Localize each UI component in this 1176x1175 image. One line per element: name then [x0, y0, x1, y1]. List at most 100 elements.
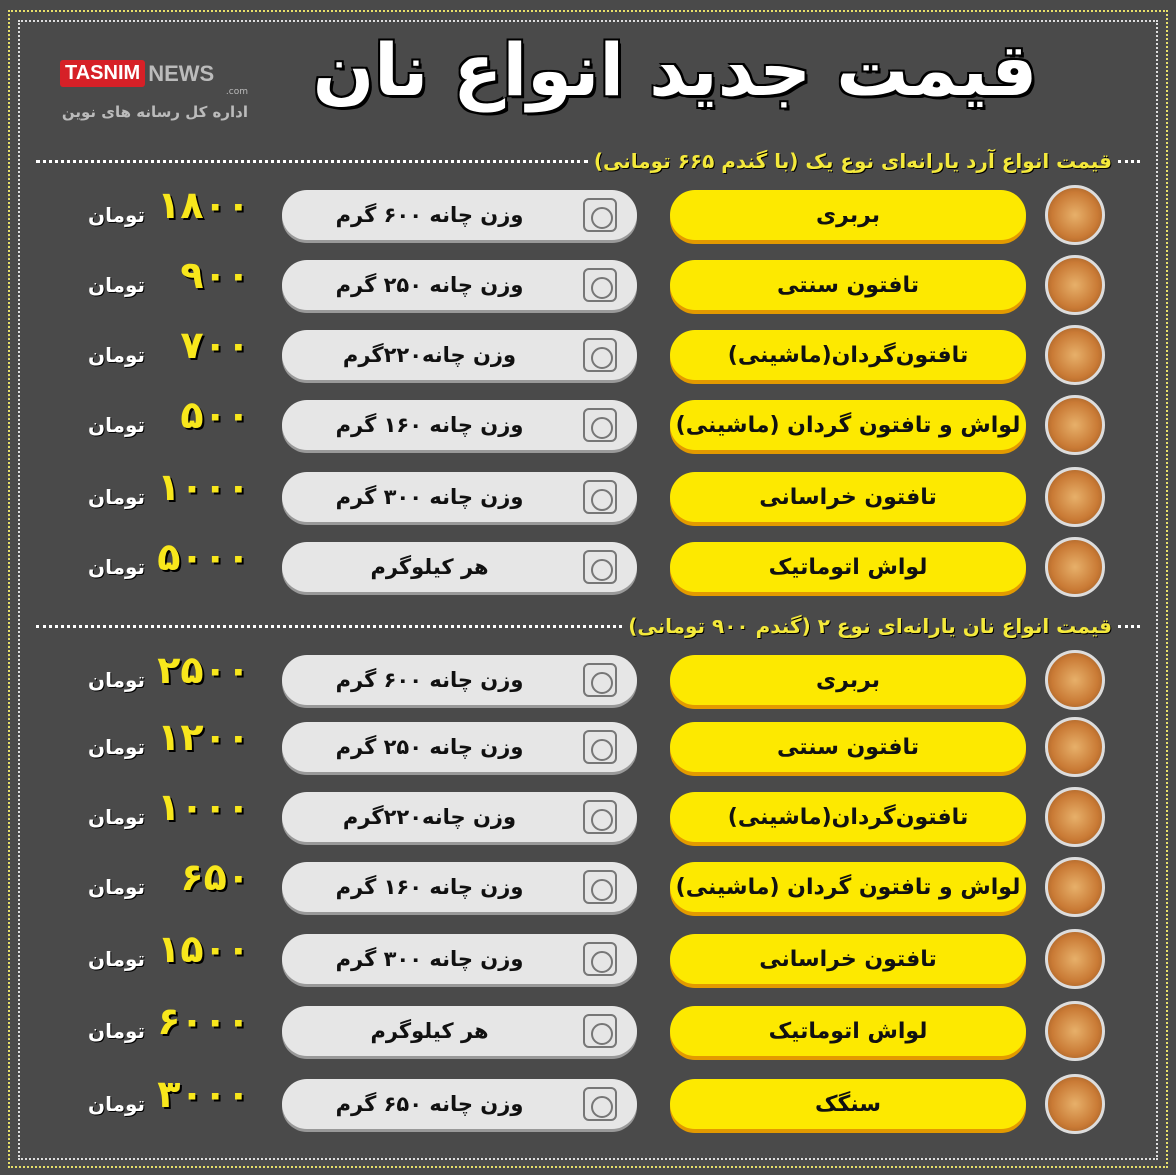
bread-image [1045, 395, 1105, 455]
bread-row: تافتون خراسانی وزن چانه ۳۰۰ گرم ۱۵۰۰ تومان [0, 927, 1176, 989]
logo-brand-gray: NEWS [148, 60, 215, 86]
weight-pill: وزن چانه ۳۰۰ گرم [282, 934, 637, 984]
scale-icon [583, 338, 617, 372]
weight-pill: وزن چانه۲۲۰گرم [282, 792, 637, 842]
bread-row: سنگک وزن چانه ۶۵۰ گرم ۳۰۰۰ تومان [0, 1072, 1176, 1134]
weight-pill: وزن چانه ۲۵۰ گرم [282, 722, 637, 772]
tasnim-logo: TASNIM NEWS .com اداره کل رسانه های نوین [60, 60, 250, 121]
price-value: ۵۰۰ [180, 393, 250, 437]
bread-row: بربری وزن چانه ۶۰۰ گرم ۲۵۰۰ تومان [0, 648, 1176, 710]
bread-image [1045, 929, 1105, 989]
weight-pill: وزن چانه ۳۰۰ گرم [282, 472, 637, 522]
currency-label: تومان [88, 668, 146, 692]
bread-image [1045, 1001, 1105, 1061]
section-heading-text: قیمت انواع نان یارانه‌ای نوع ۲ (گندم ۹۰۰… [628, 614, 1112, 638]
bread-row: تافتون سنتی وزن چانه ۲۵۰ گرم ۱۲۰۰ تومان [0, 715, 1176, 777]
weight-text: وزن چانه ۳۰۰ گرم [335, 485, 524, 509]
dotted-divider [36, 159, 588, 163]
weight-text: وزن چانه ۲۵۰ گرم [335, 273, 524, 297]
section-heading: قیمت انواع نان یارانه‌ای نوع ۲ (گندم ۹۰۰… [36, 611, 1140, 641]
bread-image [1045, 650, 1105, 710]
section-heading: قیمت انواع آرد یارانه‌ای نوع یک (با گندم… [36, 146, 1140, 176]
outer-border [8, 10, 1168, 1168]
scale-icon [583, 870, 617, 904]
currency-label: تومان [88, 273, 146, 297]
currency-label: تومان [88, 203, 146, 227]
bread-name: تافتون سنتی [670, 722, 1026, 772]
scale-icon [583, 942, 617, 976]
currency-label: تومان [88, 555, 146, 579]
price-value: ۱۰۰۰ [157, 785, 250, 829]
weight-text: وزن چانه ۳۰۰ گرم [335, 947, 524, 971]
bread-name: تافتون‌گردان(ماشینی) [670, 330, 1026, 380]
scale-icon [583, 730, 617, 764]
price-value: ۶۵۰ [180, 855, 250, 899]
page-title: قیمت جدید انواع نان [312, 28, 1038, 112]
bread-row: تافتون‌گردان(ماشینی) وزن چانه۲۲۰گرم ۱۰۰۰ تو… [0, 785, 1176, 847]
bread-row: لواش و تافتون گردان (ماشینی) وزن چانه ۱۶۰… [0, 393, 1176, 455]
currency-label: تومان [88, 485, 146, 509]
scale-icon [583, 408, 617, 442]
bread-row: لواش اتوماتیک هر کیلوگرم ۵۰۰۰ تومان [0, 535, 1176, 597]
logo-domain: .com [225, 87, 248, 97]
bread-row: تافتون خراسانی وزن چانه ۳۰۰ گرم ۱۰۰۰ تومان [0, 465, 1176, 527]
bread-name: بربری [670, 655, 1026, 705]
bread-name: تافتون خراسانی [670, 472, 1026, 522]
weight-pill: وزن چانه ۱۶۰ گرم [282, 862, 637, 912]
weight-text: هر کیلوگرم [370, 555, 489, 579]
scale-icon [583, 268, 617, 302]
scale-icon [583, 1087, 617, 1121]
bread-row: تافتون سنتی وزن چانه ۲۵۰ گرم ۹۰۰ تومان [0, 253, 1176, 315]
weight-text: وزن چانه ۶۵۰ گرم [335, 1092, 524, 1116]
weight-pill: وزن چانه ۶۰۰ گرم [282, 190, 637, 240]
bread-row: تافتون‌گردان(ماشینی) وزن چانه۲۲۰گرم ۷۰۰ توم… [0, 323, 1176, 385]
dotted-divider [1118, 624, 1140, 628]
price-value: ۵۰۰۰ [157, 535, 250, 579]
scale-icon [583, 198, 617, 232]
scale-icon [583, 800, 617, 834]
price-value: ۲۵۰۰ [157, 648, 250, 692]
currency-label: تومان [88, 1092, 146, 1116]
logo-brand-red: TASNIM [60, 60, 146, 87]
logo-subtitle: اداره کل رسانه های نوین [61, 103, 248, 121]
price-value: ۹۰۰ [180, 253, 250, 297]
weight-text: وزن چانه ۲۵۰ گرم [335, 735, 524, 759]
bread-row: لواش اتوماتیک هر کیلوگرم ۶۰۰۰ تومان [0, 999, 1176, 1061]
weight-text: وزن چانه۲۲۰گرم [342, 805, 517, 829]
bread-name: لواش اتوماتیک [670, 1006, 1026, 1056]
weight-text: وزن چانه ۱۶۰ گرم [335, 413, 524, 437]
weight-pill: وزن چانه ۱۶۰ گرم [282, 400, 637, 450]
bread-image [1045, 787, 1105, 847]
bread-name: تافتون سنتی [670, 260, 1026, 310]
weight-pill: هر کیلوگرم [282, 1006, 637, 1056]
weight-text: هر کیلوگرم [370, 1019, 489, 1043]
bread-image [1045, 185, 1105, 245]
currency-label: تومان [88, 343, 146, 367]
bread-name: لواش اتوماتیک [670, 542, 1026, 592]
section-heading-text: قیمت انواع آرد یارانه‌ای نوع یک (با گندم… [593, 149, 1112, 173]
bread-name: تافتون خراسانی [670, 934, 1026, 984]
bread-image [1045, 537, 1105, 597]
scale-icon [583, 480, 617, 514]
weight-text: وزن چانه ۶۰۰ گرم [335, 668, 524, 692]
bread-image [1045, 467, 1105, 527]
bread-name: لواش و تافتون گردان (ماشینی) [670, 862, 1026, 912]
dotted-divider [1118, 159, 1140, 163]
currency-label: تومان [88, 947, 146, 971]
scale-icon [583, 550, 617, 584]
weight-pill: وزن چانه ۶۰۰ گرم [282, 655, 637, 705]
scale-icon [583, 663, 617, 697]
scale-icon [583, 1014, 617, 1048]
weight-pill: وزن چانه ۲۵۰ گرم [282, 260, 637, 310]
currency-label: تومان [88, 1019, 146, 1043]
bread-image [1045, 857, 1105, 917]
weight-pill: هر کیلوگرم [282, 542, 637, 592]
bread-image [1045, 1074, 1105, 1134]
bread-name: بربری [670, 190, 1026, 240]
dotted-divider [36, 624, 623, 628]
bread-row: بربری وزن چانه ۶۰۰ گرم ۱۸۰۰ تومان [0, 183, 1176, 245]
price-value: ۱۲۰۰ [157, 715, 250, 759]
price-value: ۱۵۰۰ [157, 927, 250, 971]
price-value: ۶۰۰۰ [157, 999, 250, 1043]
currency-label: تومان [88, 805, 146, 829]
